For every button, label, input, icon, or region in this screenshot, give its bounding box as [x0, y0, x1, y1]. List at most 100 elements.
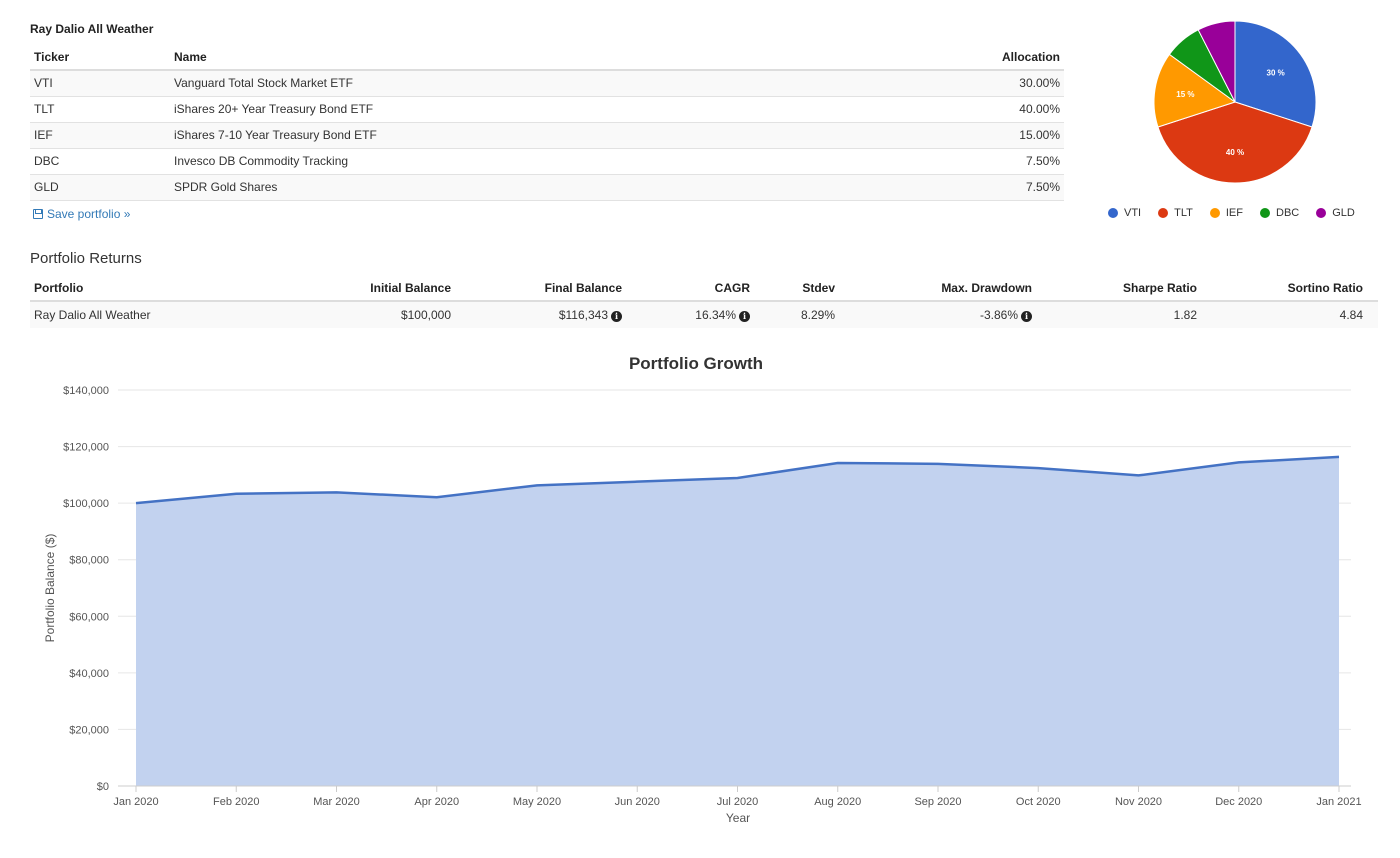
x-tick-label: Nov 2020 [1115, 796, 1162, 808]
table-row: TLT iShares 20+ Year Treasury Bond ETF 4… [30, 96, 1064, 123]
data-point[interactable] [735, 475, 741, 481]
pie-slice-label: 30 % [1267, 68, 1285, 77]
balance-area [136, 456, 1339, 786]
data-point[interactable] [1236, 459, 1242, 465]
ticker-column-header[interactable]: Ticker [30, 44, 170, 71]
y-tick-label: $60,000 [69, 611, 109, 623]
legend-item-vti[interactable]: VTI [1108, 207, 1141, 219]
info-icon[interactable]: i [1021, 311, 1032, 322]
data-point[interactable] [835, 460, 841, 466]
legend-marker [1316, 208, 1327, 218]
holdings-header-row: Ticker Name Allocation [30, 44, 1064, 71]
data-point[interactable] [233, 491, 239, 497]
pie-slice-tlt[interactable] [1157, 101, 1313, 184]
legend-marker [1209, 208, 1220, 218]
allocation-cell: 7.50% [850, 174, 1064, 201]
y-axis-title: Portfolio Balance ($) [43, 534, 57, 643]
x-tick-label: Jun 2020 [615, 796, 660, 808]
initial-balance-column-header: Initial Balance [280, 275, 466, 302]
stdev-cell: 8.29% [765, 301, 850, 328]
ticker-cell: IEF [30, 122, 170, 149]
max-drawdown-value: -3.86% [979, 308, 1018, 322]
name-cell: iShares 20+ Year Treasury Bond ETF [170, 96, 851, 123]
portfolio-column-header: Portfolio [30, 275, 280, 302]
pie-slice-gld[interactable] [1197, 20, 1236, 103]
sortino-ratio-column-header: Sortino Ratio [1212, 275, 1378, 302]
y-tick-label: $120,000 [63, 442, 109, 454]
data-point[interactable] [1336, 454, 1342, 460]
x-tick-label: May 2020 [513, 796, 561, 808]
y-tick-label: $140,000 [63, 385, 109, 397]
x-tick-label: Jul 2020 [717, 796, 759, 808]
allocation-pie-chart: 30 % 40 % 15 % [1153, 20, 1317, 184]
table-row: VTI Vanguard Total Stock Market ETF 30.0… [30, 70, 1064, 97]
info-icon[interactable]: i [611, 311, 622, 322]
ticker-cell: DBC [30, 148, 170, 175]
data-point[interactable] [334, 489, 340, 495]
info-icon[interactable]: i [739, 311, 750, 322]
data-point[interactable] [935, 461, 941, 467]
allocation-column-header[interactable]: Allocation [850, 44, 1064, 71]
legend-marker [1158, 208, 1169, 218]
save-portfolio-link[interactable]: Save portfolio » [33, 207, 130, 221]
final-balance-cell: $116,343 i [466, 301, 637, 328]
allocation-cell: 15.00% [850, 122, 1064, 149]
final-balance-column-header: Final Balance [466, 275, 637, 302]
portfolio-returns-heading: Portfolio Returns [30, 250, 142, 267]
pie-slice-vti[interactable] [1234, 20, 1317, 128]
table-row: IEF iShares 7-10 Year Treasury Bond ETF … [30, 122, 1064, 149]
ticker-cell: TLT [30, 96, 170, 123]
pie-slice-label: 40 % [1226, 148, 1244, 157]
data-point[interactable] [434, 494, 440, 500]
legend-marker [1260, 208, 1270, 218]
y-tick-label: $0 [97, 781, 109, 793]
floppy-disk-icon [33, 209, 43, 219]
sharpe-ratio-column-header: Sharpe Ratio [1047, 275, 1212, 302]
portfolio-title: Ray Dalio All Weather [30, 22, 154, 36]
chart-title: Portfolio Growth [629, 354, 763, 373]
legend-item-tlt[interactable]: TLT [1158, 207, 1193, 219]
max-drawdown-column-header: Max. Drawdown [850, 275, 1047, 302]
stdev-column-header: Stdev [765, 275, 850, 302]
portfolio-growth-chart: Portfolio Growth Year Portfolio Balance … [43, 354, 1362, 825]
sharpe-ratio-cell: 1.82 [1047, 301, 1212, 328]
y-tick-label: $80,000 [69, 555, 109, 567]
data-point[interactable] [1035, 465, 1041, 471]
sortino-ratio-cell: 4.84 [1212, 301, 1378, 328]
pie-slice-ief[interactable] [1153, 53, 1237, 128]
legend-label: IEF [1225, 207, 1243, 219]
allocation-cell: 40.00% [850, 96, 1064, 123]
legend-item-ief[interactable]: IEF [1209, 207, 1243, 219]
name-column-header[interactable]: Name [170, 44, 851, 71]
allocation-cell: 7.50% [850, 148, 1064, 175]
x-tick-label: Mar 2020 [313, 796, 359, 808]
table-row: DBC Invesco DB Commodity Tracking 7.50% [30, 148, 1064, 175]
allocation-cell: 30.00% [850, 70, 1064, 97]
legend-label: TLT [1174, 207, 1193, 219]
legend-label: GLD [1332, 207, 1355, 219]
x-tick-label: Oct 2020 [1016, 796, 1061, 808]
legend-item-dbc[interactable]: DBC [1260, 207, 1299, 219]
ticker-cell: GLD [30, 174, 170, 201]
legend-label: VTI [1124, 207, 1142, 219]
x-tick-label: Jan 2021 [1316, 796, 1361, 808]
x-tick-label: Feb 2020 [213, 796, 259, 808]
legend-label: DBC [1276, 207, 1300, 219]
x-axis-title: Year [726, 811, 750, 825]
data-point[interactable] [133, 500, 139, 506]
legend-item-gld[interactable]: GLD [1316, 207, 1355, 219]
pie-slice-label: 15 % [1176, 90, 1194, 99]
name-cell: Vanguard Total Stock Market ETF [170, 70, 851, 97]
x-tick-label: Apr 2020 [414, 796, 459, 808]
data-point[interactable] [534, 482, 540, 488]
save-portfolio-label: Save portfolio » [47, 207, 131, 221]
initial-balance-cell: $100,000 [280, 301, 466, 328]
x-tick-label: Sep 2020 [914, 796, 961, 808]
data-point[interactable] [634, 479, 640, 485]
ticker-cell: VTI [30, 70, 170, 97]
balance-line [135, 455, 1340, 505]
data-point[interactable] [1136, 472, 1142, 478]
max-drawdown-cell: -3.86% i [850, 301, 1047, 328]
holdings-table: Ticker Name Allocation VTI Vanguard Tota… [30, 44, 1064, 201]
name-cell: iShares 7-10 Year Treasury Bond ETF [170, 122, 851, 149]
